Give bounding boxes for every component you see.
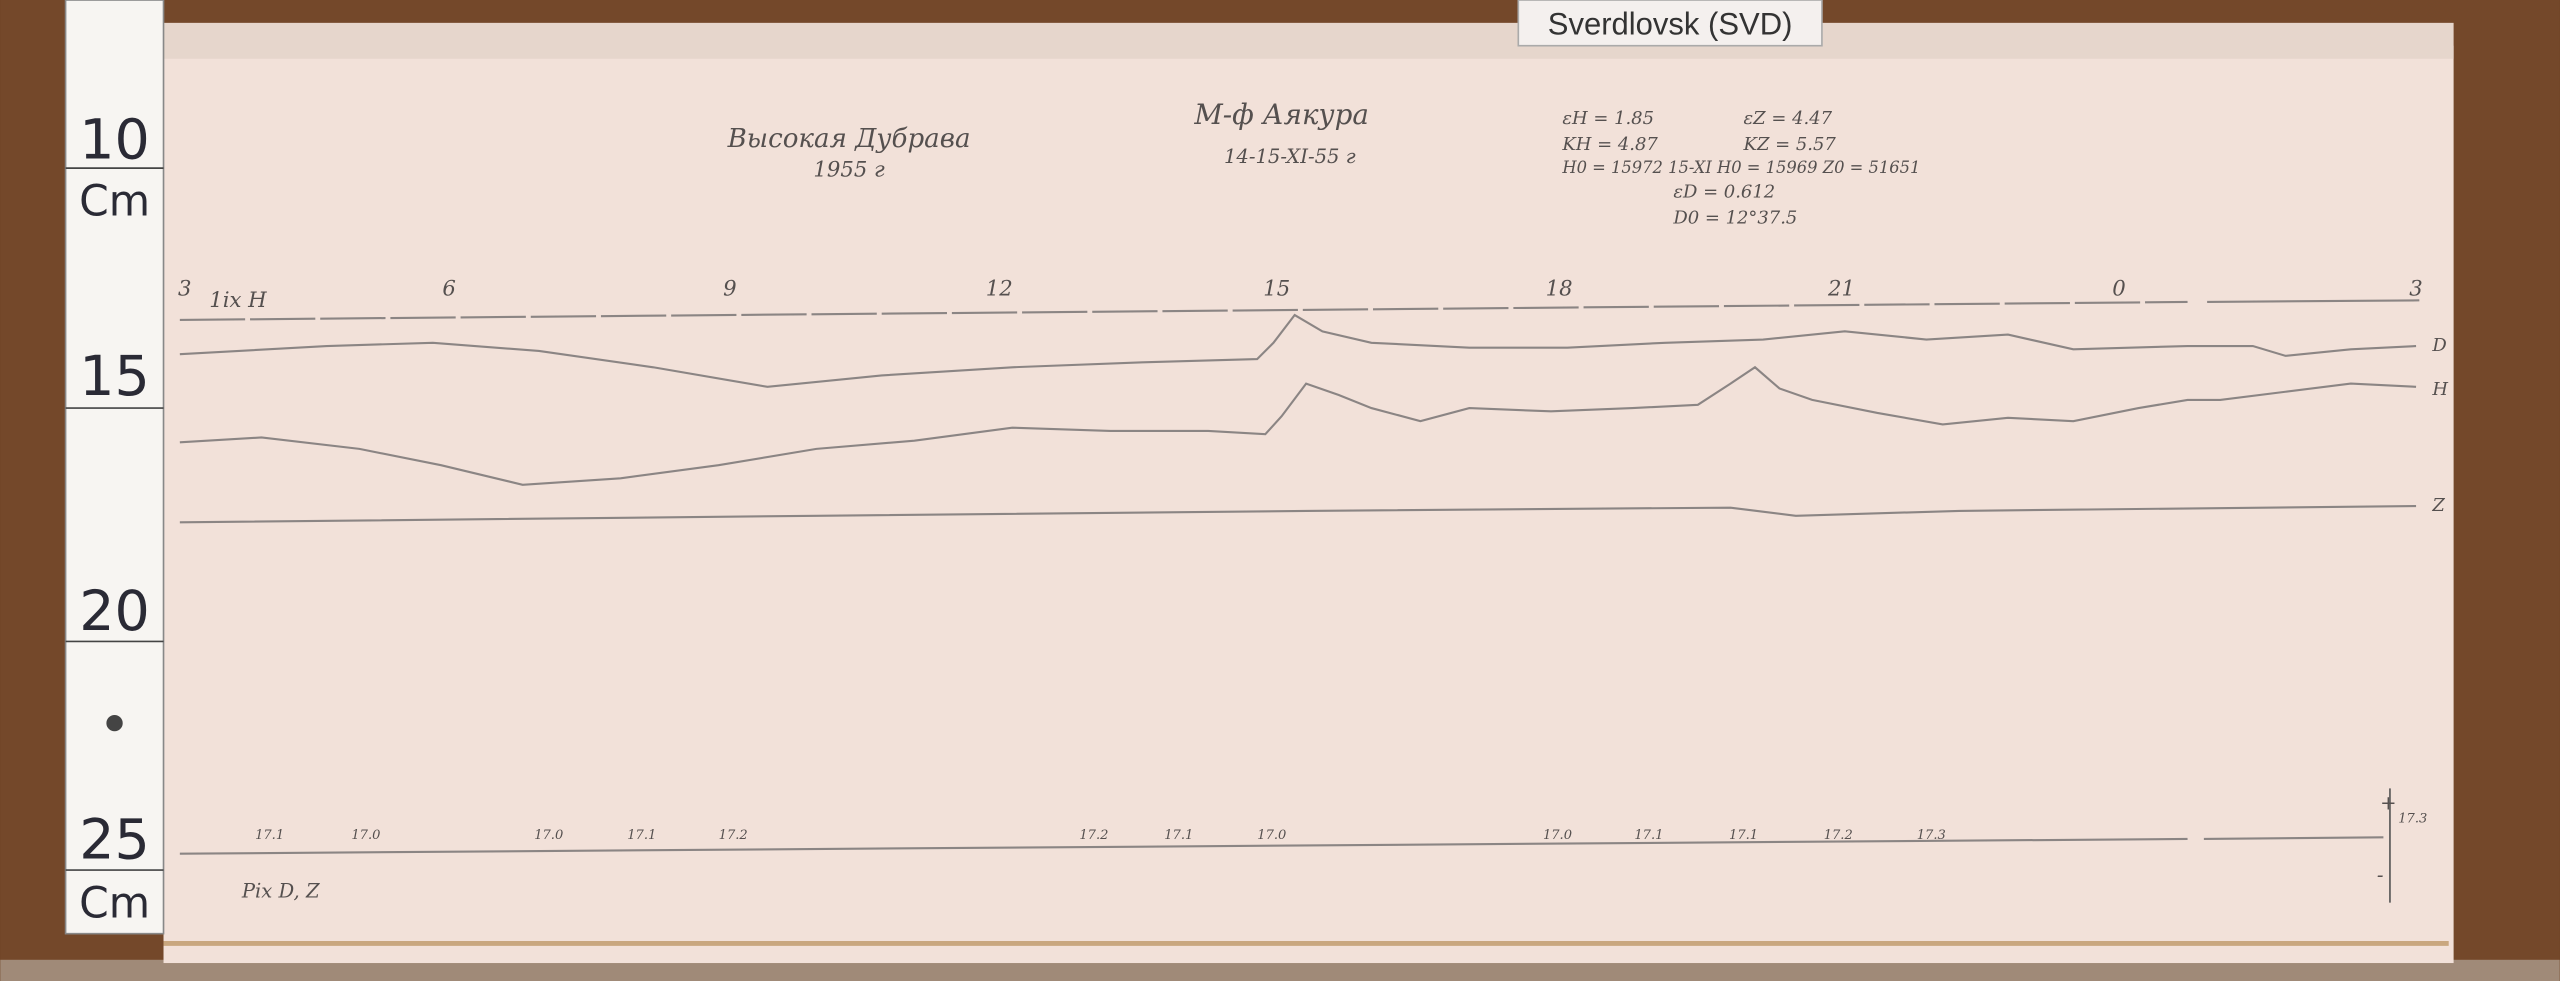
place: Высокая Дубрава — [727, 124, 971, 154]
paper-top-edge — [163, 22, 2454, 59]
hour-label: 12 — [986, 276, 1013, 301]
instrument: М-ф Аякура — [1193, 98, 1369, 131]
lower-baseline — [2203, 836, 2384, 841]
ruler-label: 25 — [79, 808, 150, 873]
date: 14-15-XI-55 г — [1224, 145, 1356, 168]
ruler-lines — [65, 167, 164, 871]
hour-label: 18 — [1546, 276, 1573, 301]
base-mark: 17.3 — [1917, 828, 1946, 843]
station-tag — [1517, 0, 1823, 47]
ruler-label: Cm — [79, 879, 150, 928]
base-mark: 17.1 — [1634, 828, 1663, 843]
scale-mark: + — [2380, 792, 2396, 815]
constant: H0 = 15972 15-XI H0 = 15969 Z0 = 51651 — [1561, 158, 1920, 177]
time-baseline — [2207, 299, 2420, 304]
scale-mark: - — [2377, 863, 2384, 886]
ruler-label: 10 — [79, 107, 150, 172]
base-mark: 17.1 — [1729, 828, 1758, 843]
hour-label: 9 — [723, 276, 737, 301]
hour-label: 21 — [1827, 276, 1855, 301]
base-mark: 17.0 — [1543, 828, 1572, 843]
trace-d — [179, 313, 2417, 388]
base-marks: 17.1 17.0 17.0 17.1 17.2 17.2 17.1 17.0 17.0 17.1… — [255, 812, 2427, 843]
base-mark: 17.2 — [719, 828, 748, 843]
hour-label: 6 — [442, 276, 455, 301]
ruler-label: Cm — [79, 177, 150, 226]
base-mark: 17.3 — [2398, 812, 2427, 827]
trace-z — [179, 504, 2417, 524]
base-mark: 17.1 — [1164, 828, 1193, 843]
trace-h — [179, 365, 2417, 486]
time-baseline — [179, 300, 2188, 321]
year: 1955 г — [813, 157, 885, 182]
hour-label: 3 — [2409, 276, 2423, 301]
trace-label: H — [2431, 379, 2448, 400]
constant: KZ = 5.57 — [1743, 134, 1837, 155]
station-label: Sverdlovsk (SVD) — [1548, 6, 1793, 41]
base-mark: 17.1 — [255, 828, 284, 843]
ruler-hole — [106, 714, 123, 732]
trace-label: D — [2431, 335, 2446, 356]
base-mark: 17.0 — [351, 828, 380, 843]
lower-baseline — [179, 837, 2188, 855]
base-mark: 17.2 — [1079, 828, 1108, 843]
ruler-label: 15 — [79, 344, 150, 409]
hour-label: 3 — [178, 276, 192, 301]
constant: εD = 0.612 — [1673, 182, 1775, 203]
base-mark: 17.2 — [1824, 828, 1853, 843]
constant: D0 = 12°37.5 — [1672, 208, 1797, 229]
constant: εH = 1.85 — [1562, 108, 1654, 129]
base-mark: 17.0 — [534, 828, 563, 843]
hour-label: 0 — [2112, 276, 2125, 301]
frame-bottom — [0, 959, 2560, 981]
hour-labels: 3 6 9 12 15 18 21 0 3 — [178, 276, 2423, 301]
lower-note: Pix D, Z — [241, 880, 320, 903]
constant: KH = 4.87 — [1561, 134, 1658, 155]
constant: εZ = 4.47 — [1744, 108, 1833, 129]
trace-label: Z — [2431, 495, 2445, 516]
base-mark: 17.1 — [627, 828, 656, 843]
upper-note: 1ix H — [209, 288, 267, 313]
hour-label: 15 — [1263, 276, 1290, 301]
base-mark: 17.0 — [1257, 828, 1286, 843]
paper-sheet — [163, 45, 2454, 964]
ruler — [64, 0, 165, 935]
ruler-label: 20 — [79, 579, 150, 644]
